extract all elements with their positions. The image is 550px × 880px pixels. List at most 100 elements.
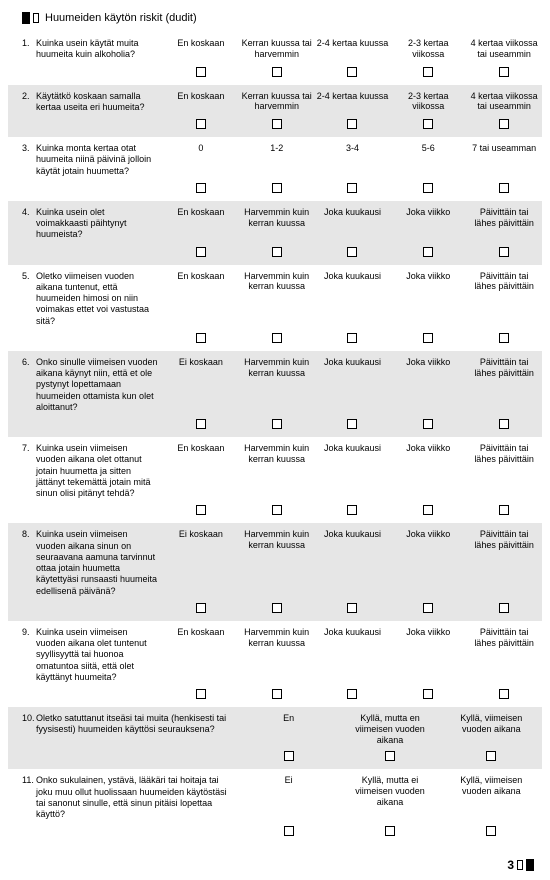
question-text: 10.Oletko satuttanut itseäsi tai muita (… [8,713,238,745]
checkbox[interactable] [347,119,357,129]
option-label: Joka kuukausi [315,207,391,241]
option-label: 5-6 [390,143,466,177]
question-text: 4.Kuinka usein olet voimakkaasti päihtyn… [8,207,163,241]
checkbox[interactable] [284,826,294,836]
checkbox[interactable] [499,505,509,515]
page-footer: 3 [8,844,542,872]
checkbox[interactable] [423,603,433,613]
option-label: Kyllä, mutta en viimeisen vuoden aikana [339,713,440,745]
option-label: Harvemmin kuin kerran kuussa [239,443,315,499]
checkbox[interactable] [423,183,433,193]
option-label: Joka viikko [390,207,466,241]
checkbox[interactable] [196,505,206,515]
option-label: Kyllä, viimeisen vuoden aikana [441,713,542,745]
option-label: Harvemmin kuin kerran kuussa [239,207,315,241]
checkbox[interactable] [423,689,433,699]
checkbox[interactable] [196,689,206,699]
checkbox[interactable] [272,419,282,429]
option-label: 3-4 [315,143,391,177]
checkbox[interactable] [272,67,282,77]
checkbox[interactable] [196,119,206,129]
checkbox[interactable] [385,751,395,761]
option-label: En koskaan [163,38,239,61]
option-label: En koskaan [163,443,239,499]
checkbox[interactable] [347,67,357,77]
option-label: En koskaan [163,627,239,683]
option-label: Harvemmin kuin kerran kuussa [239,271,315,327]
checkbox[interactable] [499,333,509,343]
checkbox[interactable] [423,333,433,343]
question-row: 10.Oletko satuttanut itseäsi tai muita (… [8,707,542,769]
checkbox[interactable] [423,419,433,429]
checkbox[interactable] [423,67,433,77]
checkbox[interactable] [423,247,433,257]
option-label: En koskaan [163,207,239,241]
checkbox[interactable] [347,183,357,193]
checkbox[interactable] [347,603,357,613]
option-label: En koskaan [163,271,239,327]
checkbox[interactable] [272,247,282,257]
option-label: 2-4 kertaa kuussa [315,38,391,61]
checkbox[interactable] [196,67,206,77]
question-row: 5.Oletko viimeisen vuoden aikana tuntenu… [8,265,542,351]
checkbox[interactable] [196,603,206,613]
option-label: 7 tai useamman [466,143,542,177]
checkbox[interactable] [347,333,357,343]
option-label: Joka kuukausi [315,627,391,683]
checkbox[interactable] [347,689,357,699]
option-label: Joka viikko [390,529,466,597]
checkbox[interactable] [272,689,282,699]
checkbox[interactable] [486,826,496,836]
checkbox[interactable] [347,419,357,429]
option-label: Päivittäin tai lähes päivittäin [466,271,542,327]
question-text: 7.Kuinka usein viimeisen vuoden aikana o… [8,443,163,499]
question-text: 2.Käytätkö koskaan samalla kertaa useita… [8,91,163,114]
checkbox[interactable] [272,603,282,613]
option-label: Kyllä, viimeisen vuoden aikana [441,775,542,820]
option-label: Joka kuukausi [315,357,391,413]
checkbox[interactable] [385,826,395,836]
checkbox[interactable] [272,183,282,193]
option-label: Kerran kuussa tai harvemmin [239,38,315,61]
checkbox[interactable] [272,333,282,343]
checkbox[interactable] [196,247,206,257]
checkbox[interactable] [423,505,433,515]
option-label: 4 kertaa viikossa tai useammin [466,38,542,61]
option-label: Päivittäin tai lähes päivittäin [466,627,542,683]
page-number: 3 [507,858,514,872]
checkbox[interactable] [499,119,509,129]
option-label: Päivittäin tai lähes päivittäin [466,443,542,499]
option-label: Joka viikko [390,357,466,413]
option-label: 2-3 kertaa viikossa [390,91,466,114]
question-text: 6.Onko sinulle viimeisen vuoden aikana k… [8,357,163,413]
checkbox[interactable] [272,119,282,129]
checkbox[interactable] [486,751,496,761]
checkbox[interactable] [347,505,357,515]
option-label: Ei [238,775,339,820]
checkbox[interactable] [499,183,509,193]
question-text: 11.Onko sukulainen, ystävä, lääkäri tai … [8,775,238,820]
checkbox[interactable] [499,419,509,429]
option-label: Joka kuukausi [315,529,391,597]
option-label: 2-4 kertaa kuussa [315,91,391,114]
checkbox[interactable] [423,119,433,129]
option-label: 2-3 kertaa viikossa [390,38,466,61]
checkbox[interactable] [499,67,509,77]
checkbox[interactable] [196,419,206,429]
question-text: 3.Kuinka monta kertaa otat huumeita niin… [8,143,163,177]
option-label: Kerran kuussa tai harvemmin [239,91,315,114]
checkbox[interactable] [196,183,206,193]
checkbox[interactable] [499,603,509,613]
checkbox[interactable] [499,247,509,257]
question-row: 1.Kuinka usein käytät muita huumeita kui… [8,32,542,85]
option-label: Harvemmin kuin kerran kuussa [239,529,315,597]
option-label: 1-2 [239,143,315,177]
checkbox[interactable] [272,505,282,515]
checkbox[interactable] [499,689,509,699]
checkbox[interactable] [347,247,357,257]
question-text: 1.Kuinka usein käytät muita huumeita kui… [8,38,163,61]
option-label: Kyllä, mutta ei viimeisen vuoden aikana [339,775,440,820]
checkbox[interactable] [196,333,206,343]
checkbox[interactable] [284,751,294,761]
option-label: Harvemmin kuin kerran kuussa [239,627,315,683]
